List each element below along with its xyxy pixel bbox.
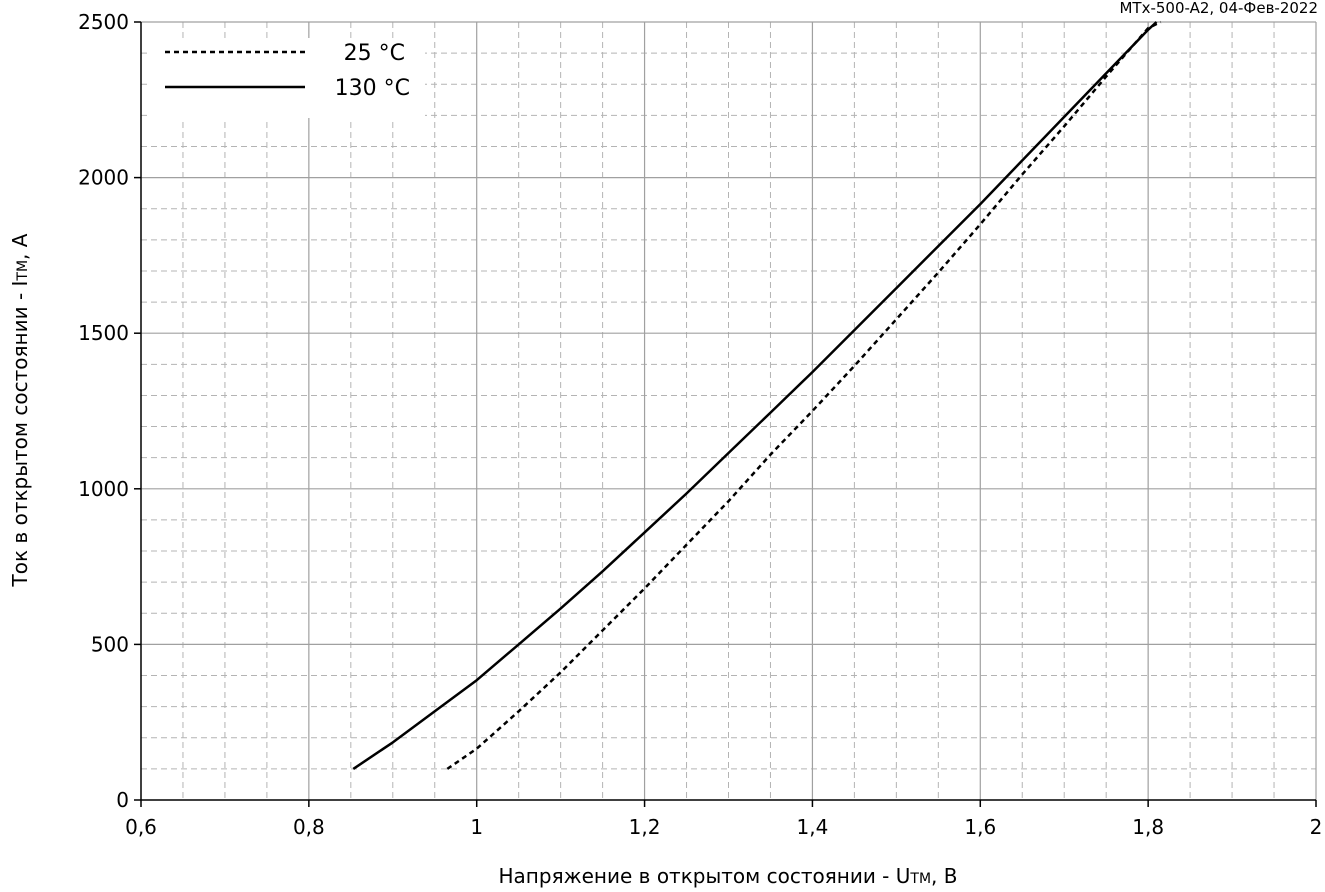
y-tick-labels: 0 500 1000 1500 2000 2500 (78, 10, 129, 812)
y-axis-title-main: Ток в открытом состоянии - I (8, 281, 32, 588)
x-tick-label: 0,6 (125, 815, 157, 839)
x-tick-label: 1,6 (964, 815, 996, 839)
series-layer (352, 20, 1162, 770)
x-axis-title-main: Напряжение в открытом состоянии - U (499, 864, 911, 888)
y-tick-label: 2000 (78, 166, 129, 190)
y-axis-title-tail: , А (8, 233, 32, 260)
y-axis-title-sub: TM (15, 260, 31, 282)
axes (134, 21, 1317, 807)
y-tick-label: 500 (91, 632, 129, 656)
legend-label-130c: 130 °C (335, 76, 410, 101)
y-tick-label: 1500 (78, 321, 129, 345)
series-line-130c (352, 21, 1158, 770)
x-tick-label: 2 (1310, 815, 1323, 839)
x-tick-label: 1 (470, 815, 483, 839)
x-axis-title-tail: , В (931, 864, 957, 888)
x-axis-title-sub: TM (909, 871, 931, 887)
x-tick-label: 0,8 (293, 815, 325, 839)
series-line-25c (446, 20, 1162, 770)
x-tick-labels: 0,6 0,8 1 1,2 1,4 1,6 1,8 2 (125, 815, 1322, 839)
x-tick-label: 1,8 (1132, 815, 1164, 839)
x-tick-label: 1,4 (797, 815, 829, 839)
y-axis-title: Ток в открытом состоянии - ITM, А (8, 233, 32, 587)
y-tick-label: 0 (116, 788, 129, 812)
legend-label-25c: 25 °C (344, 41, 405, 66)
major-grid (141, 21, 1317, 800)
legend: 25 °C 130 °C (150, 38, 425, 118)
chart-annotation: MTx-500-A2, 04-Фев-2022 (1119, 0, 1318, 17)
y-tick-label: 1000 (78, 477, 129, 501)
y-tick-label: 2500 (78, 10, 129, 34)
minor-grid (141, 22, 1316, 800)
x-axis-title: Напряжение в открытом состоянии - UTM, В (499, 864, 958, 888)
x-tick-label: 1,2 (629, 815, 661, 839)
